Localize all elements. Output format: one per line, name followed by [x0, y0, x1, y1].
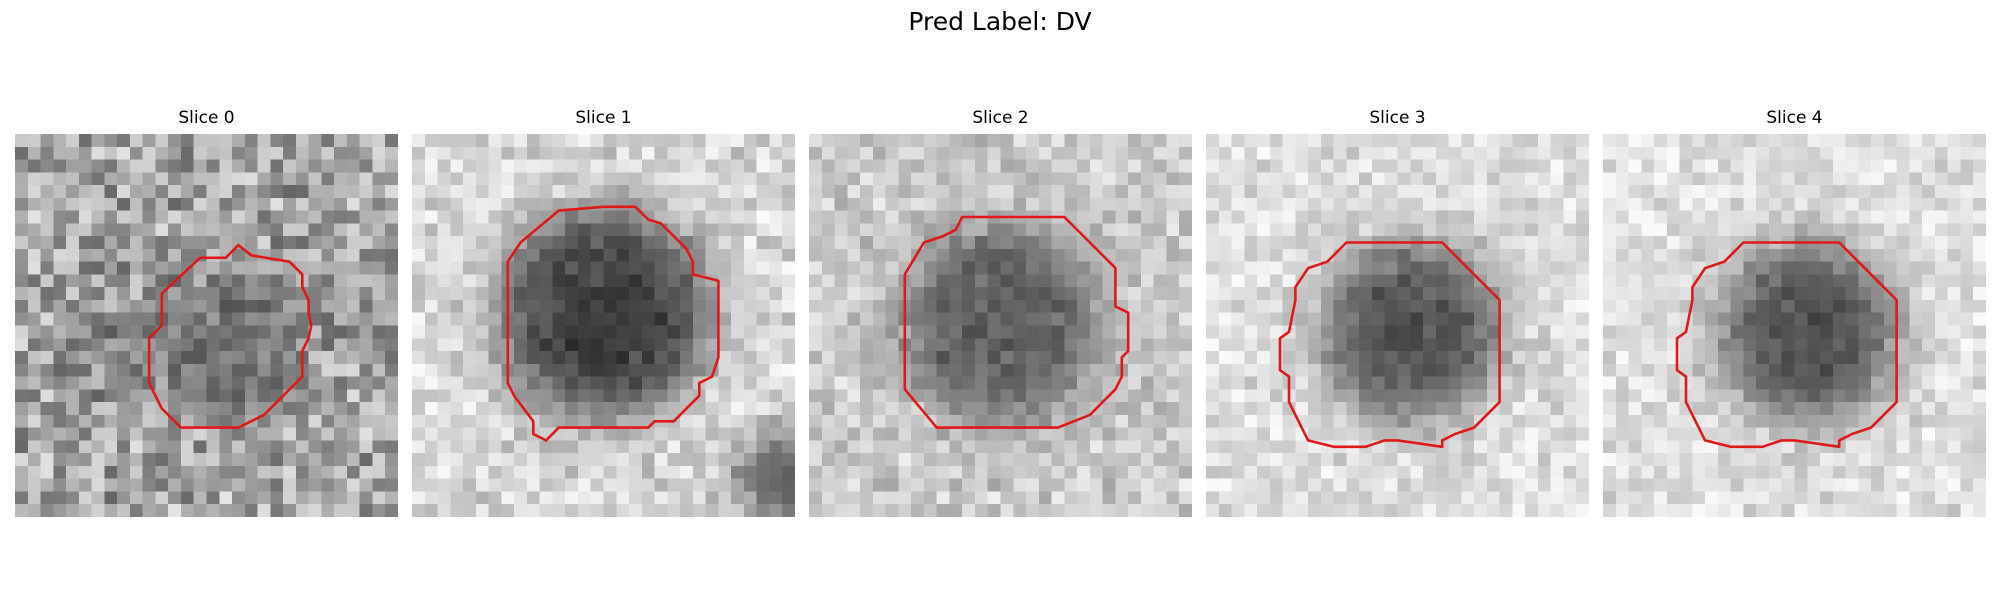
slice-title: Slice 4 [1766, 108, 1823, 128]
segmentation-contour [903, 215, 1130, 429]
slice-image [412, 134, 795, 517]
slice-title: Slice 1 [575, 108, 632, 128]
slice-panel-4: Slice 4 [1603, 106, 1986, 518]
segmentation-contour [147, 243, 313, 429]
slice-title: Slice 3 [1369, 108, 1426, 128]
segmentation-contour [1278, 241, 1501, 449]
slice-title: Slice 0 [178, 108, 235, 128]
segmentation-contour [506, 205, 720, 442]
slice-image [809, 134, 1192, 517]
slice-title: Slice 2 [972, 108, 1029, 128]
slice-panel-1: Slice 1 [412, 106, 795, 518]
slice-panel-3: Slice 3 [1206, 106, 1589, 518]
slice-image [1206, 134, 1589, 517]
figure-title: Pred Label: DV [908, 7, 1092, 36]
slice-panel-2: Slice 2 [809, 106, 1192, 518]
segmentation-contour [1675, 241, 1898, 449]
slice-image [15, 134, 398, 517]
slice-panel-0: Slice 0 [15, 106, 398, 518]
slice-image [1603, 134, 1986, 517]
